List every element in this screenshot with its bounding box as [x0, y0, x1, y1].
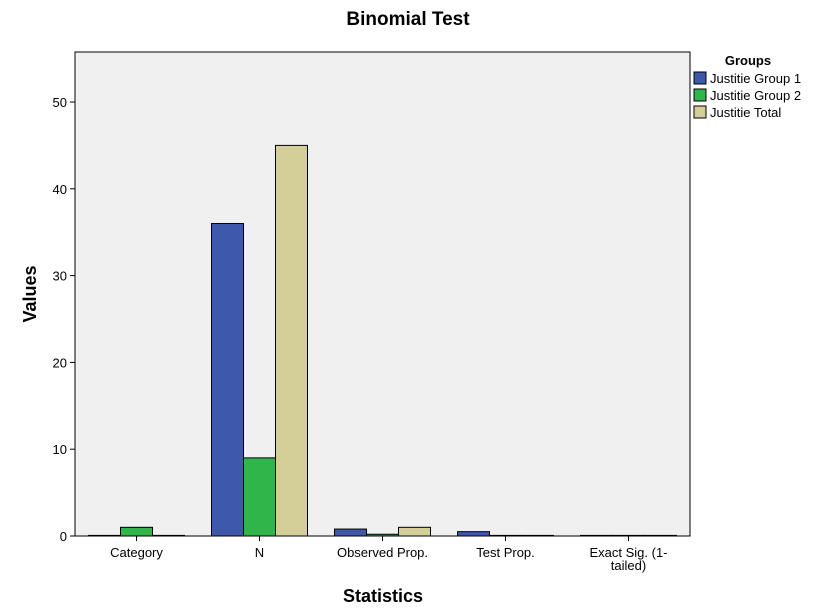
bar-justitie-group-1-category — [88, 534, 121, 537]
x-tick-label: Exact Sig. (1-tailed) — [589, 545, 667, 573]
bar-justitie-group-2-n — [243, 457, 276, 537]
legend: Groups Justitie Group 1 Justitie Group 2 J… — [693, 53, 801, 120]
y-tick-label: 50 — [53, 95, 67, 110]
bars — [88, 144, 677, 537]
y-tick-label: 20 — [53, 355, 67, 370]
legend-label: Justitie Group 1 — [710, 71, 801, 86]
bar-justitie-total-exact-sig-1-tailed- — [644, 534, 677, 537]
legend-title: Groups — [725, 53, 771, 68]
x-axis: Category N Observed Prop. Test Prop. Exact S… — [110, 536, 668, 573]
plot-area — [74, 51, 691, 537]
x-tick-label: Observed Prop. — [337, 545, 428, 560]
y-tick-label: 10 — [53, 442, 67, 457]
bar-justitie-group-1-observed-prop- — [334, 528, 367, 537]
bar-justitie-group-2-observed-prop- — [366, 533, 399, 537]
bar-justitie-total-category — [152, 534, 185, 537]
y-tick-label: 30 — [53, 269, 67, 284]
legend-label: Justitie Group 2 — [710, 88, 801, 103]
x-tick-label: Category — [110, 545, 163, 560]
bar-justitie-group-2-test-prop- — [489, 534, 522, 537]
bar-justitie-group-2-category — [120, 526, 153, 537]
bar-justitie-total-test-prop- — [521, 534, 554, 537]
legend-label: Justitie Total — [710, 105, 781, 120]
bar-justitie-group-1-n — [211, 223, 244, 537]
x-tick-label: N — [255, 545, 264, 560]
y-tick-label: 0 — [60, 529, 67, 544]
y-axis-title: Values — [20, 265, 40, 322]
bar-justitie-total-n — [275, 144, 308, 537]
legend-swatch — [693, 88, 707, 102]
x-tick-label: Test Prop. — [476, 545, 535, 560]
bar-justitie-group-1-test-prop- — [457, 531, 490, 537]
bar-justitie-total-observed-prop- — [398, 526, 431, 537]
y-tick-label: 40 — [53, 182, 67, 197]
legend-swatch — [693, 71, 707, 85]
y-axis: 0 10 20 30 40 50 — [53, 95, 75, 544]
legend-swatch — [693, 105, 707, 119]
chart-title: Binomial Test — [346, 9, 470, 30]
bar-justitie-group-2-exact-sig-1-tailed- — [612, 534, 645, 537]
bar-justitie-group-1-exact-sig-1-tailed- — [580, 534, 613, 537]
x-axis-title: Statistics — [343, 586, 423, 606]
